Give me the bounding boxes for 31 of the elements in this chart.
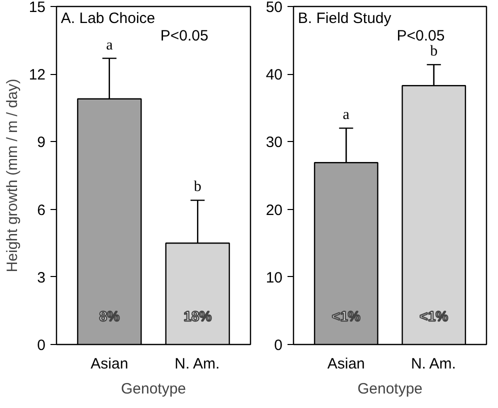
chart-title: A. Lab Choice	[60, 10, 156, 27]
y-axis-title: Height growth (mm / m / day)	[4, 78, 21, 272]
x-tick-label: N. Am.	[174, 356, 220, 372]
y-tick-label: 0	[37, 337, 46, 354]
annotation: <1%	[420, 308, 449, 324]
y-tick-label: 0	[274, 337, 282, 354]
annotation: b	[430, 44, 438, 60]
y-tick-label: 6	[37, 202, 46, 219]
x-tick-label: N. Am.	[410, 356, 456, 372]
y-tick-label: 10	[266, 269, 283, 286]
annotation: 18%	[184, 308, 212, 324]
x-axis-title: Genotype	[357, 380, 423, 398]
y-tick-label: 12	[28, 66, 46, 84]
y-tick-label: 30	[266, 134, 283, 152]
y-tick-label: 3	[37, 269, 46, 286]
y-tick-label: 20	[266, 202, 283, 219]
annotation: P<0.05	[396, 27, 445, 44]
y-tick-label: 15	[28, 0, 46, 16]
x-tick-label: Asian	[90, 356, 128, 372]
annotation: b	[194, 179, 202, 196]
x-tick-label: Asian	[327, 356, 365, 372]
annotation: a	[342, 107, 350, 124]
x-axis-title: Genotype	[120, 380, 186, 398]
annotation: a	[106, 37, 114, 54]
annotation: <1%	[332, 308, 361, 324]
y-tick-label: 50	[266, 0, 283, 16]
annotation: 8%	[99, 308, 120, 324]
chart-title: B. Field Study	[298, 10, 392, 27]
y-tick-label: 9	[37, 134, 46, 152]
y-tick-label: 40	[266, 66, 283, 84]
annotation: P<0.05	[160, 27, 208, 44]
